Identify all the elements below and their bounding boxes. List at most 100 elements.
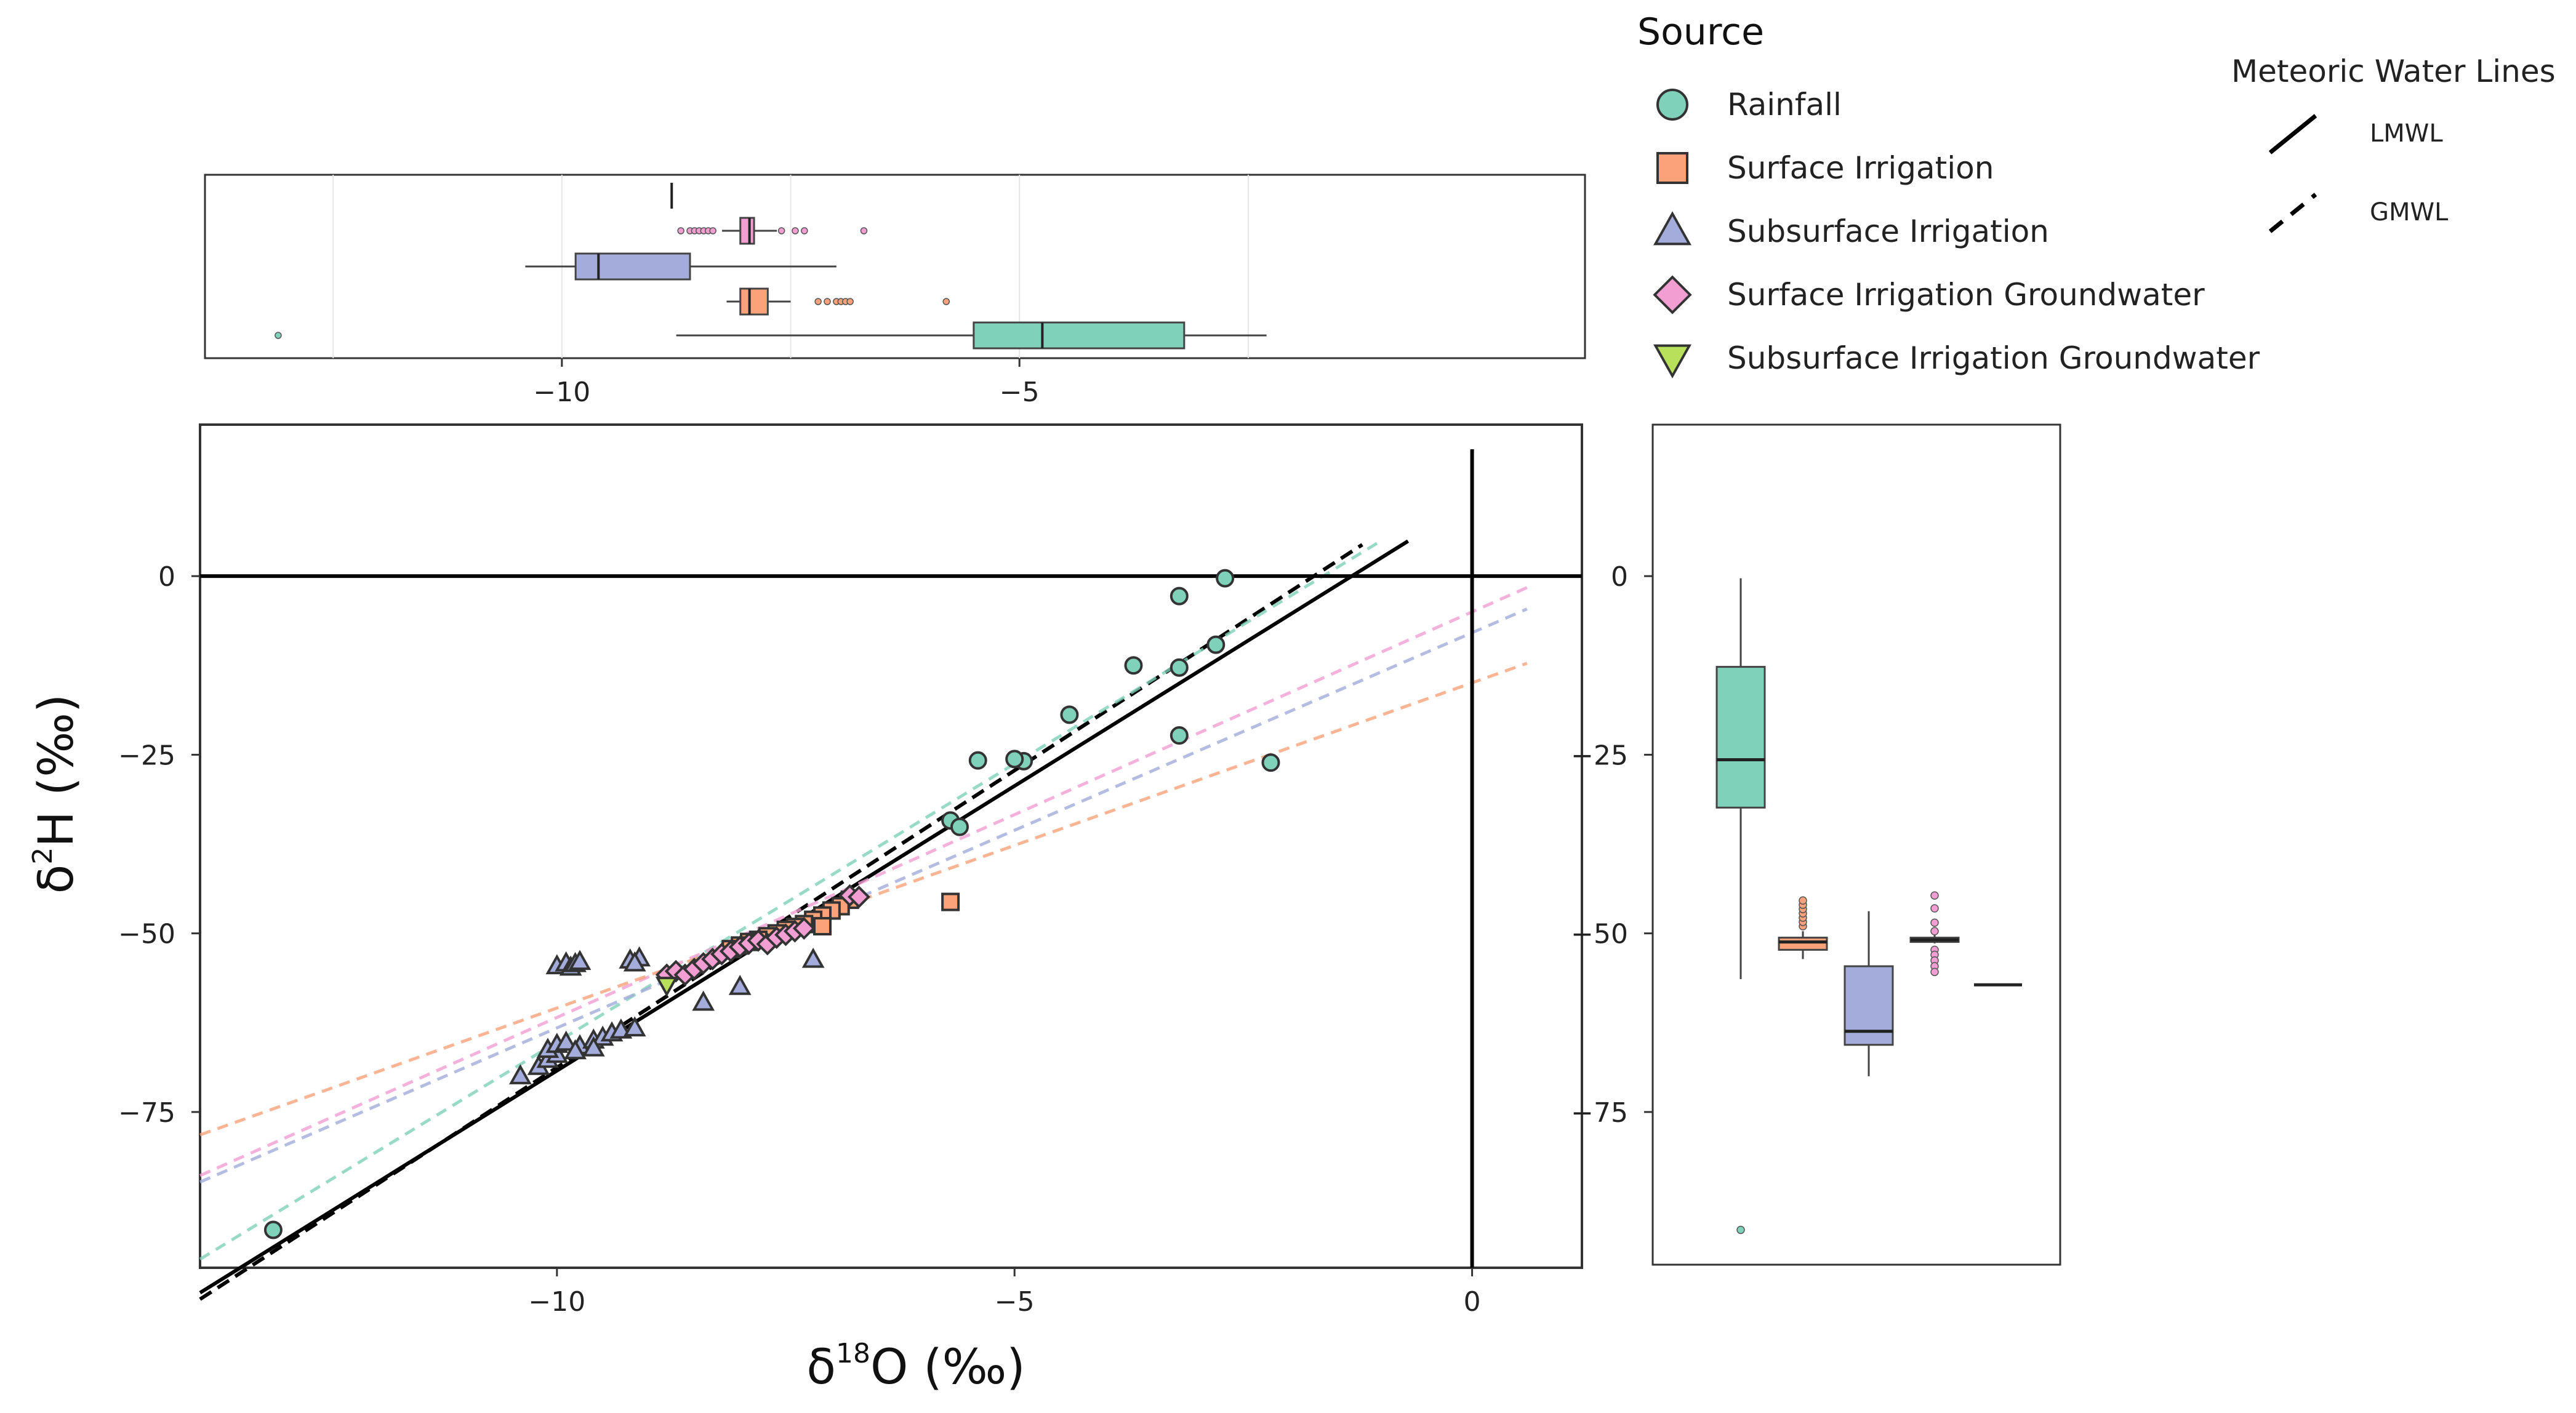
outlier-point (777, 227, 785, 234)
point-rainfall (1261, 753, 1280, 772)
series-rainfall (263, 569, 1280, 1239)
main-scatter-panel: −10 −5 00−25−50−75 δ18O (‰) δ2H (‰) (27, 423, 1583, 1395)
point-subsurface-irrigation-groundwater (655, 977, 678, 997)
point-subsurface-irrigation (508, 1064, 532, 1084)
legend-item-rainfall: Rainfall (1656, 87, 1842, 122)
point-surface-irrigation-groundwater (792, 917, 816, 940)
top-x-tick-label: −5 (1000, 377, 1040, 408)
outlier-point (824, 298, 831, 305)
iqr-box (739, 287, 769, 316)
point-rainfall (1216, 569, 1235, 588)
outlier-point (677, 227, 684, 234)
top-box-surface-irrigation-groundwater (677, 217, 868, 245)
mwl-item-lmwl: LMWL (2268, 114, 2443, 154)
legend-item-subsurface-irrigation-groundwater: Subsurface Irrigation Groundwater (1653, 340, 2260, 378)
point-subsurface-irrigation (564, 1039, 587, 1060)
top-box-rainfall (275, 321, 1267, 350)
outlier-point (846, 298, 854, 305)
point-rainfall (1124, 656, 1143, 675)
point-subsurface-irrigation (728, 975, 752, 995)
legend-title: Source (1637, 10, 1764, 54)
series-subsurface-irrigation (508, 946, 825, 1084)
top-box-surface-irrigation (726, 287, 950, 316)
point-rainfall (1170, 586, 1189, 606)
meteoric-water-lines-legend: Meteoric Water Lines LMWL GMWL (2231, 54, 2556, 233)
right-boxplot-panel: 0 −25 −50 −75 (1571, 423, 2061, 1266)
outlier-point (1930, 904, 1939, 913)
legend-label: Subsurface Irrigation Groundwater (1727, 340, 2260, 376)
outlier-point (1736, 1225, 1745, 1235)
legend-label: Subsurface Irrigation (1727, 214, 2049, 249)
point-rainfall (950, 817, 969, 836)
point-subsurface-irrigation (568, 950, 592, 971)
legend-marker-square (1656, 152, 1688, 184)
y-tick-label: 0 (158, 561, 175, 593)
x-tick-label: −10 (528, 1286, 585, 1318)
main-axis-ticks: −10 −5 00−25−50−75 (118, 561, 1480, 1318)
top-axis-ticks: −10 −5 (533, 358, 1040, 408)
x-tick-label: −5 (995, 1286, 1035, 1318)
iqr-box (1715, 666, 1766, 809)
iqr-box (739, 217, 755, 245)
point-rainfall (1060, 705, 1079, 724)
point-rainfall (263, 1220, 283, 1239)
y-axis-title-sup: 2 (27, 847, 58, 865)
x-axis-title: δ18O (‰) (806, 1338, 1025, 1395)
top-boxplot-panel: −10 −5 (204, 174, 1586, 408)
main-plot-frame (199, 423, 1583, 1269)
right-y-tick-label: −50 (1571, 919, 1628, 950)
outlier-point (1930, 918, 1939, 927)
right-box-surface-irrigation (1778, 896, 1828, 959)
series-surface-irrigation-groundwater (655, 884, 870, 987)
iqr-box (1778, 937, 1828, 951)
legend-items: Rainfall Surface Irrigation Subsurface Irr… (1653, 87, 2260, 378)
top-x-tick-label: −10 (533, 377, 590, 408)
outlier-point (1930, 891, 1939, 900)
y-axis-title-base: δ (29, 865, 84, 894)
point-surface-irrigation (941, 892, 960, 911)
point-subsurface-irrigation (555, 1030, 578, 1051)
legend-item-subsurface-irrigation: Subsurface Irrigation (1653, 211, 2049, 249)
outlier-point (942, 298, 950, 305)
legend-marker-triangle-down (1653, 344, 1692, 378)
top-box-subsurface-irrigation (525, 252, 837, 281)
point-rainfall (968, 751, 987, 770)
outlier-point (801, 227, 808, 234)
mwl-legend-title: Meteoric Water Lines (2231, 54, 2556, 89)
legend-item-surface-irrigation: Surface Irrigation (1656, 150, 1994, 186)
mwl-item-gmwl: GMWL (2268, 193, 2449, 233)
outlier-point (860, 227, 868, 234)
point-subsurface-irrigation (582, 1036, 605, 1057)
point-rainfall (1206, 635, 1226, 654)
mwl-legend-items: LMWL GMWL (2268, 114, 2449, 233)
mwl-line-sample (2268, 114, 2317, 154)
right-box-subsurface-irrigation (1844, 911, 1894, 1076)
outlier-point (814, 298, 822, 305)
mwl-label: LMWL (2370, 119, 2443, 148)
point-surface-irrigation (813, 917, 832, 936)
series-subsurface-irrigation-groundwater (655, 977, 678, 997)
top-plot-frame (204, 174, 1586, 359)
iqr-box (574, 252, 691, 281)
y-axis-title: δ2H (‰) (27, 694, 84, 894)
point-subsurface-irrigation (623, 951, 646, 972)
outlier-point (1930, 927, 1939, 935)
iqr-box (973, 321, 1186, 350)
right-axis-ticks: 0 −25 −50 −75 (1571, 561, 1653, 1129)
legend-label: Surface Irrigation Groundwater (1727, 277, 2205, 313)
y-tick-label: −50 (118, 919, 175, 950)
outlier-point (792, 227, 799, 234)
point-subsurface-irrigation (623, 1016, 646, 1037)
x-axis-title-rest: O (‰) (870, 1340, 1025, 1395)
main-data-points (263, 569, 1280, 1239)
legend-marker-triangle-up (1653, 211, 1692, 246)
point-rainfall (1170, 726, 1189, 745)
legend-label: Rainfall (1727, 87, 1842, 122)
x-tick-label: 0 (1464, 1286, 1481, 1318)
main-reference-lines (200, 449, 1582, 1268)
right-y-tick-label: −25 (1571, 740, 1628, 771)
right-plot-frame (1651, 423, 2061, 1266)
outlier-point (275, 332, 282, 339)
mwl-line-sample (2268, 193, 2317, 233)
point-rainfall (1005, 750, 1024, 769)
